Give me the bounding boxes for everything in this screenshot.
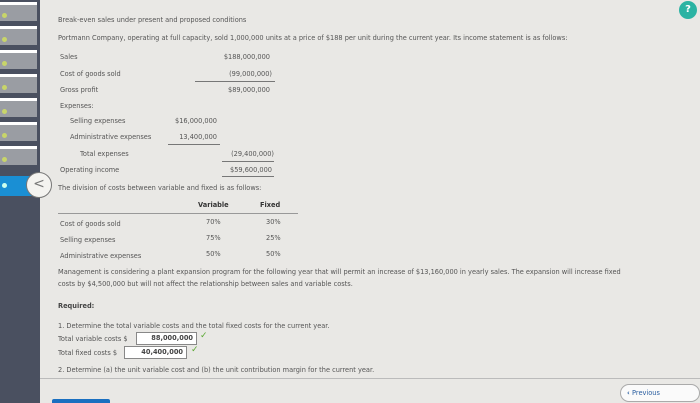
status-dot-icon (2, 183, 7, 188)
management-text-cont: costs by $4,500,000 but will not affect … (58, 280, 353, 288)
sidebar-item[interactable] (0, 146, 37, 165)
admin-value: 13,400,000 (179, 133, 217, 141)
division-text: The division of costs between variable a… (58, 184, 262, 192)
table-cell-variable: 50% (206, 250, 221, 258)
table-row-label: Administrative expenses (60, 252, 142, 260)
total-fixed-label: Total fixed costs $ (58, 349, 118, 357)
status-dot-icon (2, 37, 7, 42)
total-fixed-input[interactable]: 40,400,000 (124, 346, 187, 359)
cogs-label: Cost of goods sold (60, 70, 121, 78)
sidebar-item[interactable] (0, 98, 37, 117)
question-2: 2. Determine (a) the unit variable cost … (58, 366, 375, 374)
operating-income-value: $59,600,000 (230, 166, 272, 174)
header-variable: Variable (198, 201, 229, 209)
check-icon: ✓ (200, 331, 208, 341)
table-cell-variable: 75% (206, 234, 221, 242)
divider (222, 161, 274, 162)
table-cell-fixed: 25% (266, 234, 281, 242)
table-row-label: Selling expenses (60, 236, 116, 244)
total-expenses-label: Total expenses (80, 150, 129, 158)
sidebar-item[interactable] (0, 2, 37, 21)
divider (40, 378, 700, 379)
previous-button[interactable]: ‹ Previous (620, 384, 700, 402)
table-cell-fixed: 50% (266, 250, 281, 258)
status-dot-icon (2, 61, 7, 66)
submit-button-edge[interactable] (52, 399, 110, 403)
sales-label: Sales (60, 53, 78, 61)
total-variable-label: Total variable costs $ (58, 335, 128, 343)
sidebar-item[interactable] (0, 26, 37, 45)
expenses-label: Expenses: (60, 102, 94, 110)
sidebar-item[interactable] (0, 50, 37, 69)
chevron-left-icon: ‹ (627, 389, 633, 397)
sales-value: $188,000,000 (223, 53, 270, 61)
total-variable-input[interactable]: 88,000,000 (136, 332, 197, 345)
problem-title: Break-even sales under present and propo… (58, 16, 247, 24)
total-expenses-value: (29,400,000) (231, 150, 274, 158)
status-dot-icon (2, 133, 7, 138)
status-dot-icon (2, 85, 7, 90)
double-underline (222, 176, 274, 177)
divider (58, 213, 298, 214)
divider (168, 144, 220, 145)
help-icon[interactable]: ? (679, 1, 697, 19)
status-dot-icon (2, 157, 7, 162)
question-sidebar (0, 0, 40, 403)
previous-label: Previous (632, 389, 660, 397)
selling-label: Selling expenses (70, 117, 126, 125)
intro-text: Portmann Company, operating at full capa… (58, 34, 568, 42)
cogs-value: (99,000,000) (229, 70, 272, 78)
question-1: 1. Determine the total variable costs an… (58, 322, 330, 330)
sidebar-item[interactable] (0, 74, 37, 93)
divider (195, 81, 275, 82)
table-row-label: Cost of goods sold (60, 220, 121, 228)
admin-label: Administrative expenses (70, 133, 152, 141)
selling-value: $16,000,000 (175, 117, 217, 125)
collapse-sidebar-button[interactable]: < (26, 172, 52, 198)
management-text: Management is considering a plant expans… (58, 268, 621, 276)
gross-label: Gross profit (60, 86, 99, 94)
sidebar-item[interactable] (0, 122, 37, 141)
required-heading: Required: (58, 302, 95, 310)
status-dot-icon (2, 109, 7, 114)
operating-income-label: Operating income (60, 166, 120, 174)
table-cell-fixed: 30% (266, 218, 281, 226)
header-fixed: Fixed (260, 201, 281, 209)
table-cell-variable: 70% (206, 218, 221, 226)
status-dot-icon (2, 13, 7, 18)
gross-value: $89,000,000 (228, 86, 270, 94)
check-icon: ✓ (191, 345, 199, 355)
